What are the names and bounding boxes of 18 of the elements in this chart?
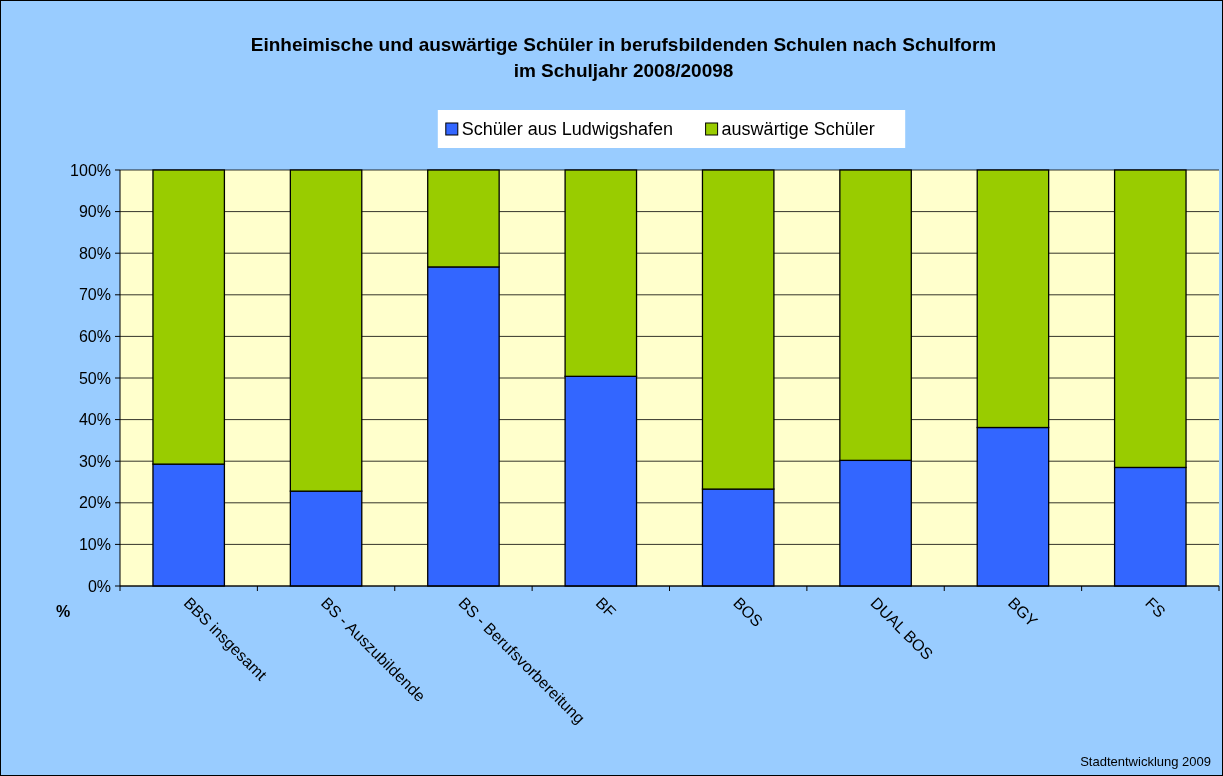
chart-title: Einheimische und auswärtige Schüler in berufsbildenden Schulen nach Schulform im Schuljahr 2008/20098 [250, 34, 997, 81]
y-tick-label: 30% [78, 452, 111, 470]
y-tick-label: 40% [78, 411, 111, 429]
y-axis-title: % [55, 603, 71, 620]
y-tick-label: 80% [78, 244, 111, 262]
y-tick-label: 20% [78, 494, 111, 512]
y-tick-label: 90% [78, 203, 111, 221]
y-tick-label: 50% [78, 369, 111, 387]
y-tick-label: 100% [70, 161, 111, 179]
legend-label: auswärtige Schüler [721, 119, 875, 139]
x-tick-label: FS [1142, 594, 1169, 621]
y-tick-label: 60% [78, 328, 111, 345]
y-tick-label: 10% [78, 536, 111, 553]
legend-label: Schüler aus Ludwigshafen [461, 119, 673, 139]
text: Stadtentwicklung 2009 [1080, 754, 1211, 769]
y-tick-label: 0% [87, 577, 111, 595]
x-tick-label: BF [592, 594, 620, 621]
y-tick-label: 70% [78, 286, 111, 304]
